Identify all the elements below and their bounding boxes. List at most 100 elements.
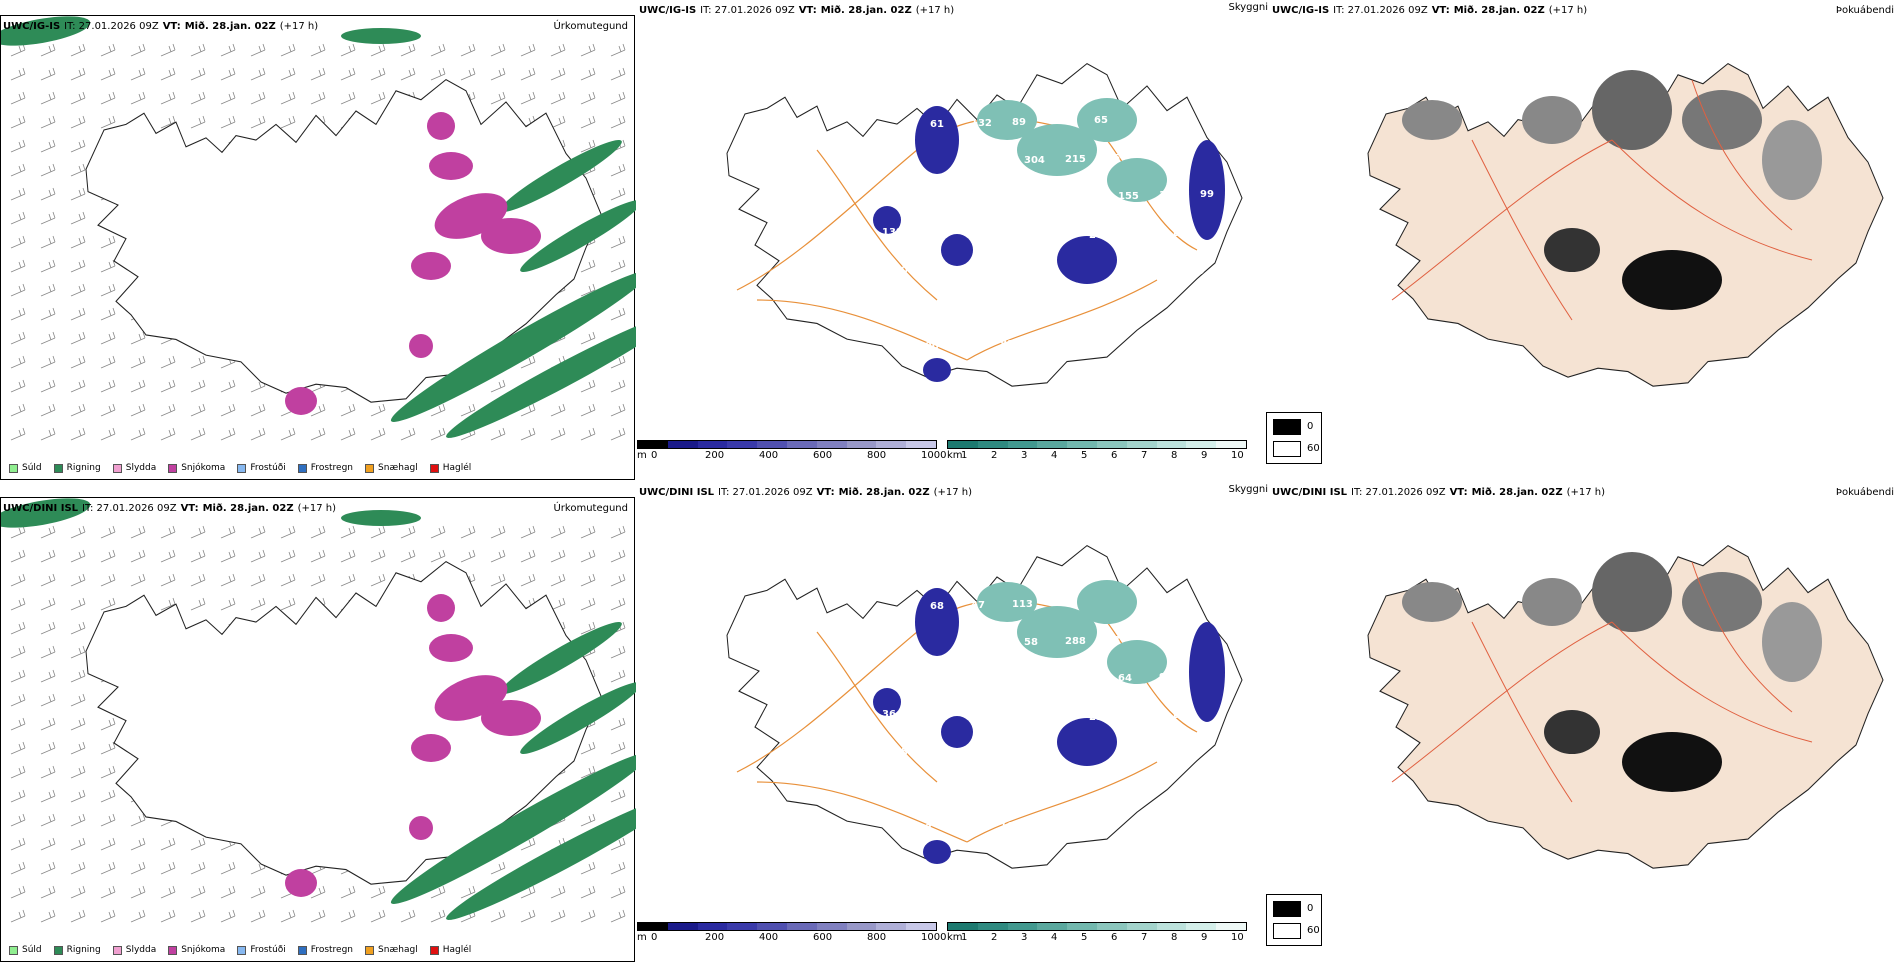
legend-item: Snjókoma bbox=[168, 945, 225, 955]
visibility-value-label: 11 bbox=[983, 156, 997, 167]
wind-barb bbox=[100, 259, 116, 273]
panel-title: Þokuábendi bbox=[1835, 5, 1894, 16]
iceland-outline bbox=[85, 78, 602, 403]
wind-barb bbox=[580, 741, 596, 755]
wind-barb bbox=[70, 307, 86, 321]
visibility-value-label: 44 bbox=[906, 303, 920, 314]
visibility-km-colorbar-unit: km bbox=[947, 450, 963, 461]
road bbox=[756, 299, 968, 361]
wind-barb bbox=[370, 909, 386, 923]
wind-barb bbox=[400, 525, 416, 539]
visibility-m-area bbox=[941, 234, 973, 266]
wind-barb bbox=[370, 427, 386, 441]
lead-time: (+17 h) bbox=[1548, 5, 1588, 16]
visibility-m-colorbar: m 0 200 400 600 800 1000 bbox=[637, 440, 946, 462]
wind-barb bbox=[520, 67, 536, 81]
visibility-value-label: 288 bbox=[1065, 636, 1086, 647]
colorbar-segment bbox=[1126, 923, 1157, 930]
wind-barb bbox=[70, 573, 86, 587]
visibility-km-colorbar-tick: 6 bbox=[1111, 932, 1118, 943]
colorbar-segment bbox=[1186, 923, 1217, 930]
wind-barb bbox=[250, 91, 266, 105]
wind-barb bbox=[70, 379, 86, 393]
road bbox=[1611, 621, 1813, 743]
fog-patch bbox=[1592, 552, 1672, 632]
wind-barb bbox=[40, 741, 56, 755]
wind-barb bbox=[10, 115, 26, 129]
wind-barb bbox=[70, 403, 86, 417]
wind-barb bbox=[70, 331, 86, 345]
wind-barb bbox=[100, 789, 116, 803]
visibility-value-label: 236 bbox=[1089, 712, 1110, 723]
visibility-value-label: 126 bbox=[1159, 190, 1180, 201]
fog-patch bbox=[1592, 70, 1672, 150]
legend-label: Frostúði bbox=[250, 945, 286, 955]
wind-barb bbox=[40, 645, 56, 659]
panel-header: UWC/DINI ISL IT: 27.01.2026 09Z VT: Mið. 28… bbox=[639, 487, 972, 498]
visibility-km-colorbar: km 1 2 3 4 5 6 7 8 9 10 bbox=[947, 922, 1247, 944]
wind-barb bbox=[10, 765, 26, 779]
wind-barb bbox=[10, 669, 26, 683]
wind-barb bbox=[220, 115, 236, 129]
wind-barb bbox=[160, 909, 176, 923]
colorbar-segment bbox=[1186, 441, 1217, 448]
lead-time: (+17 h) bbox=[915, 5, 955, 16]
visibility-value-label: 106 bbox=[1000, 821, 1021, 832]
visibility-m-colorbar: m 0 200 400 600 800 1000 bbox=[637, 922, 946, 944]
visibility-m-colorbar-tick: 200 bbox=[705, 450, 725, 461]
legend-item: Súld bbox=[9, 945, 42, 955]
visibility-km-colorbar-tick: 10 bbox=[1231, 932, 1244, 943]
wind-barb bbox=[610, 43, 626, 57]
wind-barb bbox=[220, 91, 236, 105]
legend-swatch bbox=[9, 463, 18, 473]
wind-barb bbox=[40, 91, 56, 105]
colorbar-segment bbox=[816, 441, 847, 448]
wind-barb bbox=[610, 163, 626, 177]
wind-barb bbox=[610, 115, 626, 129]
wind-barb bbox=[400, 549, 416, 563]
visibility-km-colorbar-tick: 5 bbox=[1081, 932, 1088, 943]
wind-barb bbox=[220, 885, 236, 899]
visibility-m-area bbox=[1189, 140, 1225, 240]
model-name: UWC/IG-IS bbox=[1272, 5, 1330, 16]
wind-barb bbox=[280, 427, 296, 441]
wind-barb bbox=[10, 885, 26, 899]
colorbar-segment bbox=[727, 441, 758, 448]
legend-item: Frostúði bbox=[237, 945, 286, 955]
colorbar-segment bbox=[846, 441, 877, 448]
visibility-value-label: 102 bbox=[1077, 674, 1098, 685]
lead-time: (+17 h) bbox=[933, 487, 973, 498]
wind-barb bbox=[580, 525, 596, 539]
fog-legend: 0 60 bbox=[1266, 894, 1322, 946]
valid-time: Mið. 28.jan. 02Z bbox=[202, 503, 294, 514]
road bbox=[1691, 79, 1793, 231]
visibility-km-colorbar-tick: 2 bbox=[991, 450, 998, 461]
visibility-km-colorbar-tick: 9 bbox=[1201, 932, 1208, 943]
wind-barb bbox=[130, 861, 146, 875]
wind-barb bbox=[130, 885, 146, 899]
wind-barb bbox=[10, 139, 26, 153]
fog-patch bbox=[1762, 120, 1822, 200]
snow-area bbox=[427, 112, 455, 140]
legend-label: Rigning bbox=[66, 945, 101, 955]
wind-barb bbox=[220, 403, 236, 417]
wind-barb bbox=[130, 355, 146, 369]
visibility-value-label: 109 bbox=[894, 265, 915, 276]
model-name: UWC/DINI ISL bbox=[3, 503, 79, 514]
wind-barb bbox=[70, 67, 86, 81]
wind-barb bbox=[460, 549, 476, 563]
legend-swatch bbox=[112, 463, 122, 473]
wind-barb bbox=[100, 861, 116, 875]
wind-barb bbox=[70, 741, 86, 755]
wind-barb bbox=[190, 597, 206, 611]
visibility-km-colorbar: km 1 2 3 4 5 6 7 8 9 10 bbox=[947, 440, 1247, 462]
wind-barb bbox=[40, 403, 56, 417]
fog-legend-white bbox=[1273, 441, 1301, 457]
wind-barb bbox=[10, 741, 26, 755]
visibility-m-colorbar-tick: 0 bbox=[651, 450, 658, 461]
lead-time: (+17 h) bbox=[279, 21, 319, 32]
wind-barb bbox=[370, 573, 386, 587]
wind-barb bbox=[160, 597, 176, 611]
wind-barb bbox=[310, 573, 326, 587]
wind-barb bbox=[280, 597, 296, 611]
